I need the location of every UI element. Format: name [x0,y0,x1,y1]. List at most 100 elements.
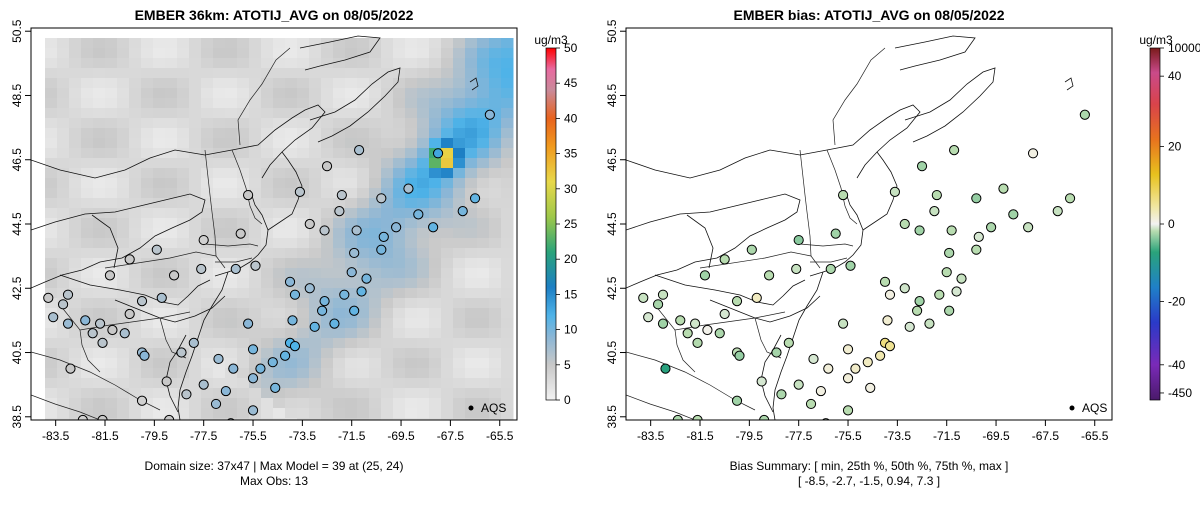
heatmap-cell [441,198,454,209]
heatmap-cell [261,208,274,219]
heatmap-cell [321,218,334,229]
heatmap-cell [333,128,346,139]
heatmap-cell [333,248,346,259]
heatmap-cell [57,98,70,109]
heatmap-cell [165,138,178,149]
site-marker [1027,148,1039,159]
y-tick-label: 44.5 [10,212,24,236]
heatmap-cell [213,278,226,289]
heatmap-cell [357,188,370,199]
heatmap-cell [81,148,94,159]
heatmap-cell [465,208,478,219]
heatmap-cell [297,98,310,109]
heatmap-cell [177,158,190,169]
heatmap-cell [393,308,406,319]
heatmap-cell [441,138,454,149]
heatmap-cell [249,208,262,219]
heatmap-cell [201,98,214,109]
heatmap-cell [405,258,418,269]
heatmap-cell [273,328,286,339]
heatmap-cell [429,98,442,109]
heatmap-cell [273,138,286,149]
heatmap-cell [237,328,250,339]
heatmap-cell [357,178,370,189]
heatmap-cell [93,138,106,149]
heatmap-cell [153,368,166,379]
heatmap-cell [441,208,454,219]
heatmap-cell [417,158,430,169]
heatmap-cell [381,98,394,109]
heatmap-cell [45,78,58,89]
heatmap-cell [225,168,238,179]
heatmap-cell [441,258,454,269]
heatmap-cell [405,288,418,299]
heatmap-cell [381,158,394,169]
heatmap-cell [57,378,70,389]
heatmap-cell [153,268,166,279]
heatmap-cell [189,228,202,239]
heatmap-cell [93,68,106,79]
heatmap-cell [345,358,358,369]
site-marker [210,398,222,410]
heatmap-cell [453,398,466,409]
heatmap-cell [465,188,478,199]
heatmap-cell [153,208,166,219]
heatmap-cell [393,108,406,119]
heatmap-cell [369,298,382,309]
heatmap-cell [81,178,94,189]
site-marker [692,337,703,348]
heatmap-cell [117,88,130,99]
heatmap-cell [489,58,502,69]
heatmap-cell [465,38,478,49]
heatmap-cell [321,98,334,109]
site-marker [242,318,254,329]
heatmap-cell [69,368,82,379]
x-axis: -83.5 -81.5 -79.5 -77.5 -75.5 -73.5 -71.5 -69.5… [637,420,1109,443]
heatmap-cell [333,328,346,339]
heatmap-cell [261,188,274,199]
heatmap-cell [381,268,394,279]
heatmap-cell [57,118,70,129]
heatmap-cell [237,68,250,79]
heatmap-cell [393,48,406,59]
heatmap-cell [249,108,262,119]
heatmap-cell [69,148,82,159]
heatmap-cell [273,168,286,179]
heatmap-cell [417,138,430,149]
heatmap-cell [153,38,166,49]
site-marker [912,305,923,316]
heatmap-cell [69,198,82,209]
heatmap-cell [417,388,430,399]
heatmap-cell [225,318,238,329]
heatmap-cell [153,58,166,69]
heatmap-cell [285,168,298,179]
heatmap-cell [417,78,430,89]
site-marker [657,289,669,300]
site-marker [255,363,266,374]
site-marker [1064,193,1076,204]
heatmap-cell [165,278,178,289]
heatmap-cell [273,248,286,259]
site-marker [94,318,106,329]
heatmap-cell [201,78,214,89]
heatmap-cell [129,88,142,99]
heatmap-cell [477,88,490,99]
heatmap-cell [273,68,286,79]
heatmap-cell [381,198,394,209]
heatmap-cell [321,408,334,419]
heatmap-cell [81,398,94,409]
heatmap-cell [129,398,142,409]
heatmap-cell [393,88,406,99]
heatmap-cell [45,388,58,399]
site-marker [213,353,224,365]
site-marker [188,337,199,348]
heatmap-cell [57,88,70,99]
heatmap-cell [165,338,178,349]
heatmap-cell [105,78,118,89]
heatmap-cell [441,268,454,279]
x-tick-label: -81.5 [91,429,119,443]
heatmap-cell [261,348,274,359]
heatmap-cell [309,108,322,119]
heatmap-cell [309,258,322,269]
heatmap-cell [405,368,418,379]
